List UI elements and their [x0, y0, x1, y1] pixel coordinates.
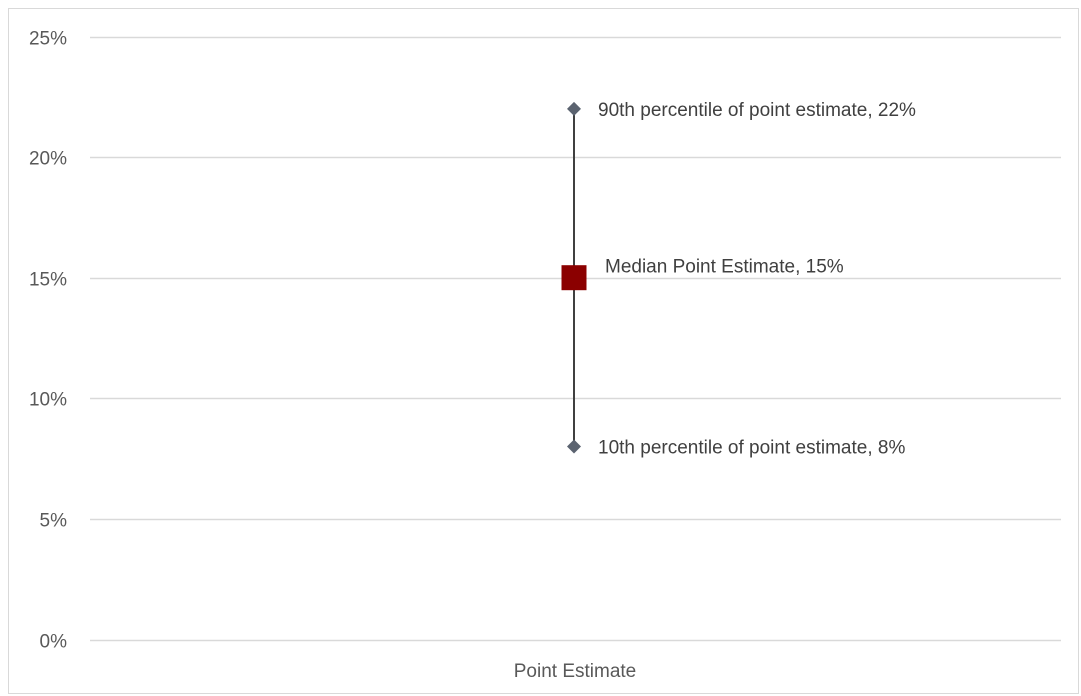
chart-frame: [8, 8, 1079, 694]
p10-marker: [567, 439, 581, 454]
y-tick-label: 15%: [29, 270, 67, 291]
y-tick-label: 20%: [29, 149, 67, 170]
median-label: Median Point Estimate, 15%: [605, 257, 844, 278]
y-tick-label: 25%: [29, 29, 67, 50]
median-marker: [561, 265, 587, 291]
y-tick-label: 5%: [40, 511, 68, 532]
p10-label: 10th percentile of point estimate, 8%: [598, 438, 905, 459]
data-labels: 90th percentile of point estimate, 22% Me…: [598, 100, 916, 459]
p90-label: 90th percentile of point estimate, 22%: [598, 100, 916, 121]
y-tick-label: 0%: [40, 632, 68, 653]
y-axis-tick-labels: 0% 5% 10% 15% 20% 25%: [29, 29, 67, 653]
data-series: [561, 101, 587, 454]
p90-marker: [567, 101, 581, 116]
gridlines: [90, 36, 1061, 642]
y-tick-label: 10%: [29, 390, 67, 411]
x-category-label: Point Estimate: [514, 661, 637, 682]
x-axis-category-labels: Point Estimate: [514, 661, 637, 682]
